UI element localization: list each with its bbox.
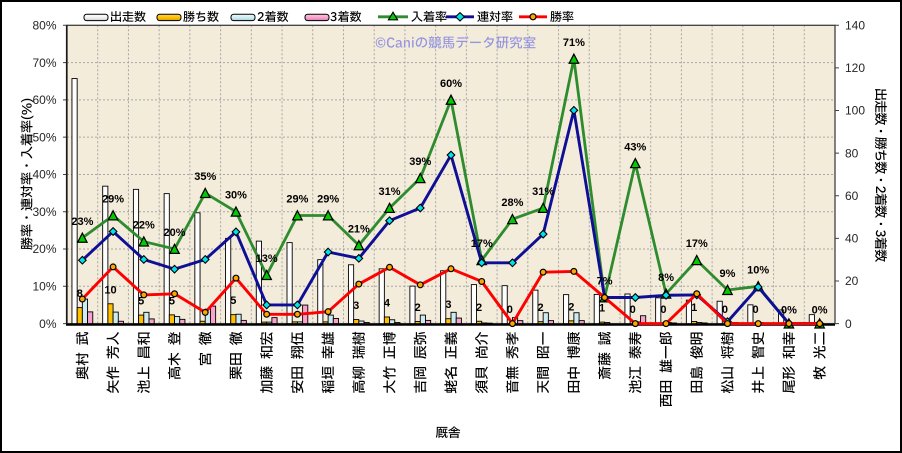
- svg-text:35%: 35%: [194, 171, 216, 183]
- svg-text:8: 8: [77, 288, 83, 300]
- svg-text:70%: 70%: [32, 56, 56, 70]
- svg-text:4: 4: [384, 297, 391, 309]
- svg-text:21%: 21%: [348, 223, 370, 235]
- svg-text:31%: 31%: [532, 186, 554, 198]
- svg-text:30%: 30%: [225, 190, 247, 202]
- svg-text:7%: 7%: [597, 276, 613, 288]
- svg-text:9%: 9%: [720, 268, 736, 280]
- svg-text:0: 0: [507, 304, 513, 316]
- svg-text:5: 5: [230, 295, 236, 307]
- svg-text:29%: 29%: [102, 193, 124, 205]
- svg-text:71%: 71%: [563, 37, 585, 49]
- svg-text:13%: 13%: [256, 253, 278, 265]
- svg-text:10%: 10%: [747, 264, 769, 276]
- svg-text:120: 120: [845, 61, 865, 75]
- svg-text:39%: 39%: [409, 156, 431, 168]
- svg-text:0: 0: [660, 304, 666, 316]
- svg-text:5: 5: [169, 295, 175, 307]
- svg-text:0%: 0%: [812, 305, 828, 317]
- svg-text:22%: 22%: [133, 220, 155, 232]
- svg-text:3: 3: [445, 299, 451, 311]
- svg-text:60%: 60%: [32, 93, 56, 107]
- svg-text:60: 60: [845, 189, 859, 203]
- svg-text:23%: 23%: [71, 216, 93, 228]
- svg-text:20%: 20%: [32, 242, 56, 256]
- svg-text:1: 1: [691, 302, 697, 314]
- svg-text:2: 2: [568, 301, 574, 313]
- svg-text:0%: 0%: [781, 305, 797, 317]
- svg-text:29%: 29%: [317, 193, 339, 205]
- svg-text:10%: 10%: [32, 280, 56, 294]
- svg-text:0: 0: [722, 304, 728, 316]
- svg-text:0: 0: [753, 304, 759, 316]
- svg-text:0: 0: [630, 304, 636, 316]
- svg-text:31%: 31%: [379, 186, 401, 198]
- svg-text:30%: 30%: [32, 205, 56, 219]
- svg-text:43%: 43%: [624, 141, 646, 153]
- svg-text:100: 100: [845, 104, 865, 118]
- svg-text:2: 2: [537, 302, 543, 314]
- svg-text:2: 2: [415, 302, 421, 314]
- svg-text:80%: 80%: [32, 19, 56, 33]
- svg-text:60%: 60%: [440, 78, 462, 90]
- svg-text:50%: 50%: [32, 130, 56, 144]
- svg-text:20%: 20%: [164, 227, 186, 239]
- svg-text:17%: 17%: [471, 238, 493, 250]
- svg-text:40: 40: [845, 232, 859, 246]
- svg-text:29%: 29%: [286, 193, 308, 205]
- svg-text:17%: 17%: [686, 238, 708, 250]
- svg-text:8%: 8%: [658, 272, 674, 284]
- svg-text:1: 1: [599, 303, 605, 315]
- svg-text:140: 140: [845, 19, 865, 33]
- svg-text:20: 20: [845, 274, 859, 288]
- svg-text:80: 80: [845, 146, 859, 160]
- svg-text:0: 0: [845, 317, 852, 331]
- svg-text:40%: 40%: [32, 168, 56, 182]
- svg-text:0%: 0%: [39, 317, 57, 331]
- svg-text:3: 3: [353, 300, 359, 312]
- svg-text:28%: 28%: [501, 197, 523, 209]
- svg-text:2: 2: [476, 302, 482, 314]
- svg-text:5: 5: [138, 296, 144, 308]
- svg-text:10: 10: [104, 284, 116, 296]
